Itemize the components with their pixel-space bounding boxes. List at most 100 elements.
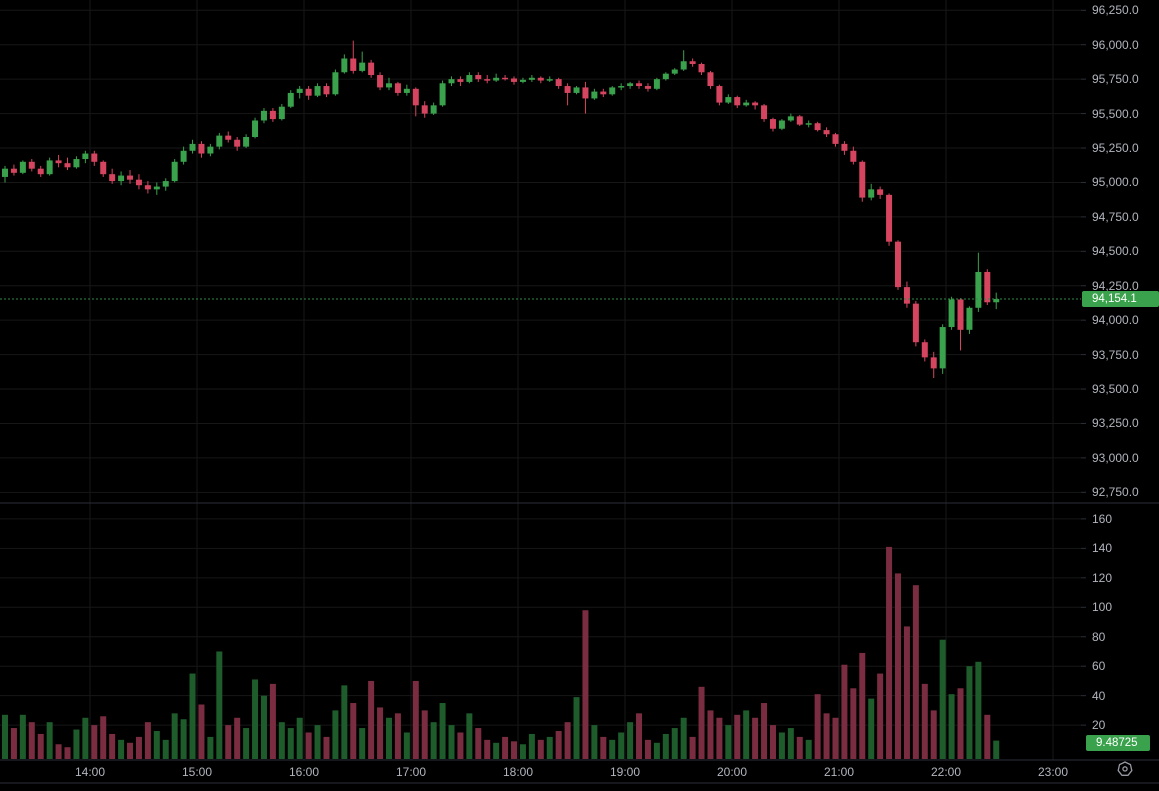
time-axis-settings-icon[interactable] (1116, 760, 1134, 778)
volume-axis-label: 100 (1092, 600, 1113, 615)
volume-bar (296, 717, 303, 759)
time-axis[interactable]: 14:00 15:00 16:00 17:00 18:00 19:00 20:00 21:00… (0, 760, 1159, 783)
volume-bar (394, 713, 401, 759)
candle-body (966, 307, 973, 330)
volume-bar (10, 728, 17, 759)
candle-body (135, 179, 142, 186)
volume-bar (118, 739, 125, 759)
volume-bar (332, 710, 339, 759)
candle-body (493, 77, 500, 81)
volume-bar (341, 685, 348, 759)
volume-bar (314, 725, 321, 759)
volume-bar (305, 732, 312, 759)
volume-bar (823, 713, 830, 759)
volume-bar (225, 725, 232, 759)
volume-bar (368, 680, 375, 759)
candle-body (984, 271, 991, 303)
volume-bar (600, 736, 607, 759)
price-axis-label: 96,000.0 (1092, 37, 1139, 52)
volume-bar (234, 717, 241, 759)
candle-body (484, 79, 491, 81)
volume-bar (430, 722, 437, 759)
volume-bar (653, 742, 660, 759)
volume-bar (189, 673, 196, 759)
volume-bar (287, 728, 294, 759)
volume-axis-label: 40 (1092, 688, 1106, 703)
volume-bar (135, 736, 142, 759)
price-axis-label: 94,000.0 (1092, 313, 1139, 328)
candle-body (680, 61, 687, 70)
candle-body (73, 159, 80, 168)
candle-body (886, 194, 893, 242)
candle-body (46, 160, 53, 175)
candle-body (82, 153, 89, 160)
time-axis-label: 19:00 (609, 765, 641, 779)
candle-body (385, 83, 392, 88)
candle-body (868, 189, 875, 198)
volume-bar (689, 736, 696, 759)
volume-bar (100, 716, 107, 759)
candle-body (287, 92, 294, 107)
volume-bar (805, 739, 812, 759)
volume-bar (743, 710, 750, 759)
volume-bar (171, 713, 178, 759)
candle-body (412, 88, 419, 106)
volume-bar (555, 731, 562, 759)
volume-axis-label: 120 (1092, 570, 1113, 585)
candle-body (519, 79, 526, 82)
volume-bar (966, 666, 973, 759)
volume-bar (716, 717, 723, 759)
candle-body (153, 186, 160, 190)
volume-bar (180, 719, 187, 759)
candle-body (252, 120, 259, 138)
volume-bar (877, 673, 884, 759)
volume-bar (73, 729, 80, 759)
volume-bar (698, 686, 705, 759)
volume-bar (2, 714, 8, 759)
pane-dividers[interactable] (0, 502, 1159, 784)
volume-bar (466, 713, 473, 759)
current-volume-badge: 9.48725 (1086, 735, 1150, 751)
candle-body (162, 181, 169, 187)
volume-bar (19, 714, 26, 759)
price-axis-label: 93,500.0 (1092, 382, 1139, 397)
candle-body (805, 123, 812, 125)
candlestick-series (2, 40, 1000, 379)
candle-body (796, 116, 803, 125)
volume-bar (439, 703, 446, 759)
candle-body (707, 72, 714, 87)
candle-body (332, 72, 339, 95)
volume-bar (636, 713, 643, 759)
candle-body (2, 168, 8, 177)
volume-axis-label: 80 (1092, 629, 1106, 644)
volume-bar (493, 742, 500, 759)
volume-bar (421, 710, 428, 759)
candle-body (368, 62, 375, 76)
volume-axis-label: 20 (1092, 718, 1106, 733)
candle-body (618, 86, 625, 88)
volume-bar (841, 664, 848, 759)
candle-body (466, 75, 473, 82)
candle-body (457, 79, 464, 82)
candle-body (19, 161, 26, 173)
volume-axis[interactable]: 160 140 120 100 80 60 40 20 (1082, 503, 1159, 760)
candle-body (118, 175, 125, 182)
candle-body (359, 62, 366, 71)
volume-bar (627, 722, 634, 759)
volume-bar (278, 722, 285, 759)
time-axis-label: 21:00 (823, 765, 855, 779)
volume-bar (769, 725, 776, 759)
volume-bar (448, 725, 455, 759)
volume-bar (350, 703, 357, 759)
price-axis-label: 93,000.0 (1092, 450, 1139, 465)
volume-bar (46, 722, 53, 759)
volume-bar (377, 707, 384, 759)
candle-body (814, 123, 821, 131)
price-axis[interactable]: 96,250.0 96,000.0 95,750.0 95,500.0 95,250.0… (1082, 0, 1159, 503)
volume-bar (359, 728, 366, 759)
candle-body (377, 75, 384, 88)
volume-bar (895, 573, 901, 759)
volume-bar (903, 626, 910, 759)
